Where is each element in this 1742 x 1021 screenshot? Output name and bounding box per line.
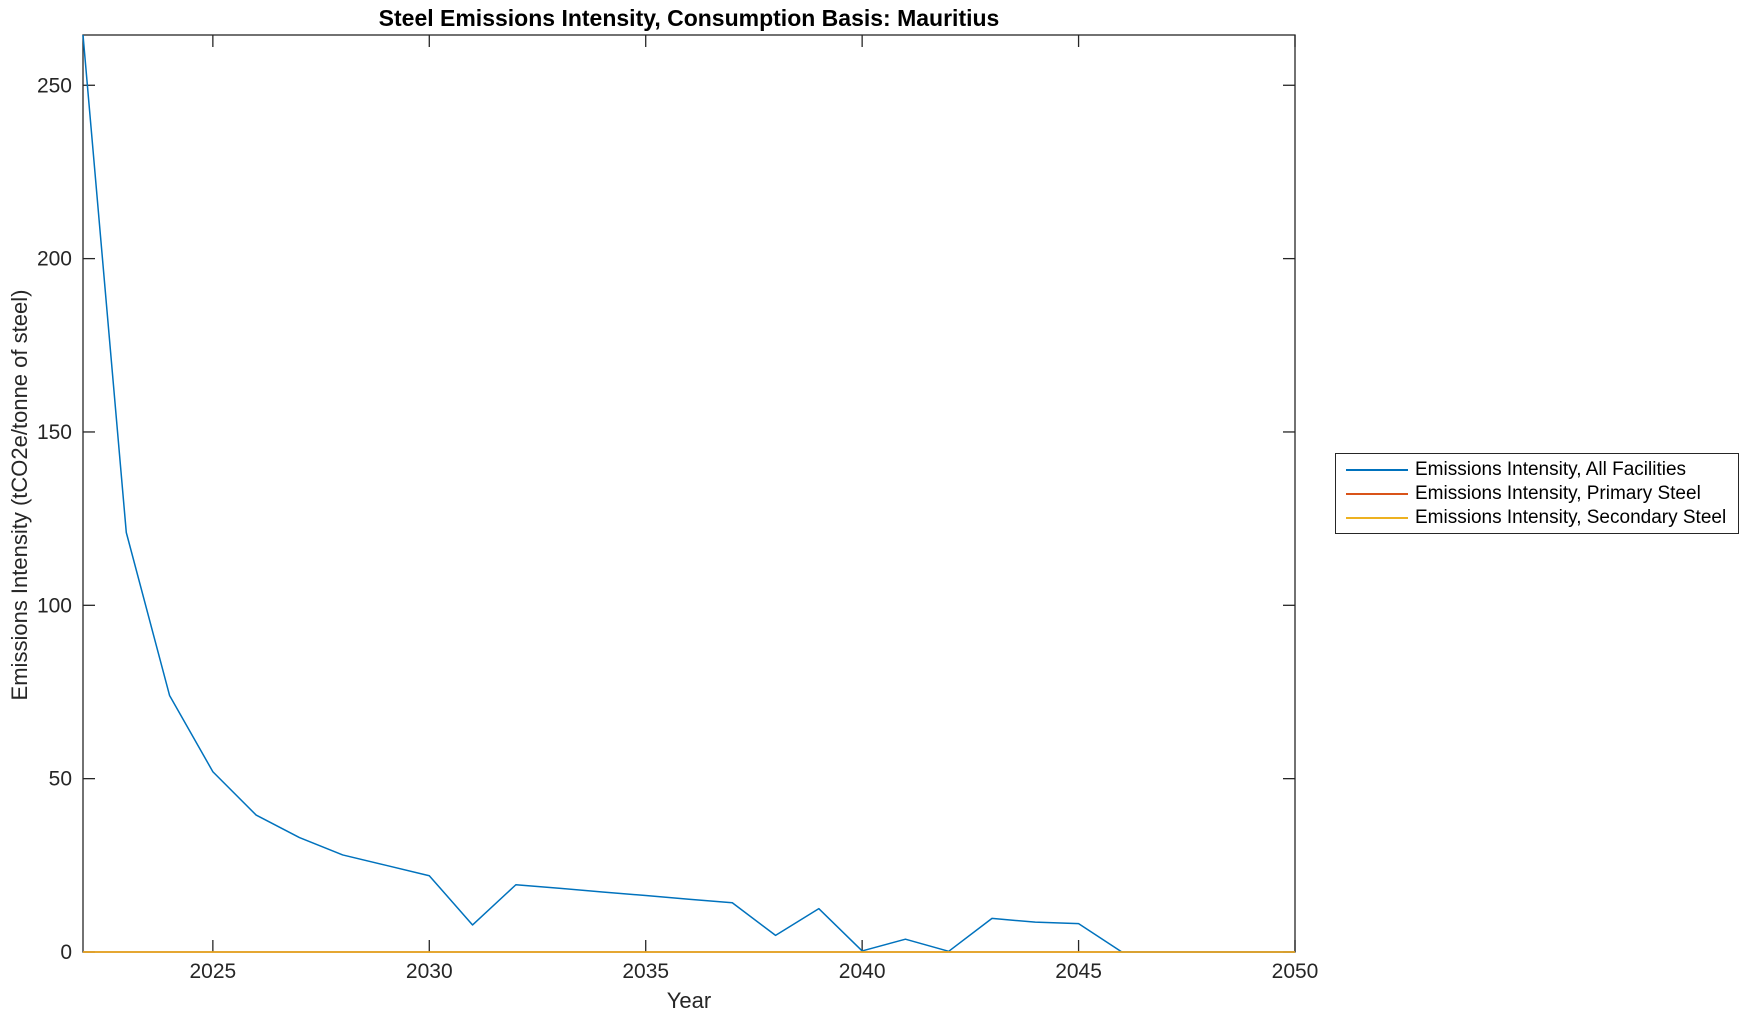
x-tick-label: 2025 (189, 960, 236, 983)
y-tick-label: 250 (37, 74, 72, 97)
legend-line-sample-icon (1346, 492, 1408, 495)
x-tick-label: 2035 (622, 960, 669, 983)
y-tick-label: 200 (37, 248, 72, 271)
x-tick-label: 2045 (1055, 960, 1102, 983)
legend-line-sample-icon (1346, 468, 1408, 471)
legend-line-sample-icon (1346, 516, 1408, 519)
x-tick-label: 2050 (1272, 960, 1319, 983)
y-tick-label: 0 (60, 941, 72, 964)
series-line-0 (82, 34, 1295, 953)
y-tick-label: 50 (49, 768, 72, 791)
legend-label: Emissions Intensity, All Facilities (1415, 458, 1687, 480)
legend-label: Emissions Intensity, Secondary Steel (1415, 506, 1727, 528)
legend-box: Emissions Intensity, All Facilities Emis… (1335, 453, 1739, 534)
legend-item-secondary-steel: Emissions Intensity, Secondary Steel (1346, 506, 1738, 530)
y-tick-label: 100 (37, 594, 72, 617)
axes-box (82, 34, 1296, 953)
legend-item-primary-steel: Emissions Intensity, Primary Steel (1346, 482, 1738, 506)
x-axis-label: Year (666, 988, 712, 1013)
legend-label: Emissions Intensity, Primary Steel (1415, 482, 1701, 504)
y-axis-label: Emissions Intensity (tCO2e/tonne of stee… (7, 289, 32, 701)
x-tick-label: 2030 (406, 960, 453, 983)
x-tick-label: 2040 (839, 960, 886, 983)
chart-title: Steel Emissions Intensity, Consumption B… (378, 5, 1000, 31)
legend-item-all-facilities: Emissions Intensity, All Facilities (1346, 458, 1738, 482)
y-tick-label: 150 (37, 421, 72, 444)
